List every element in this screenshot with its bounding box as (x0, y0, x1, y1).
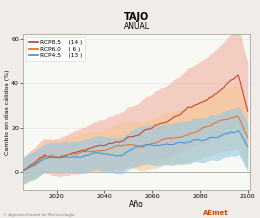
X-axis label: Año: Año (129, 201, 144, 209)
Text: AEmet: AEmet (203, 210, 229, 216)
Text: ANUAL: ANUAL (124, 22, 150, 31)
Text: © Agencia Estatal de Meteorología: © Agencia Estatal de Meteorología (3, 213, 74, 217)
Text: TAJO: TAJO (124, 12, 149, 22)
Legend: RCP8.5    (14 ), RCP6.0    ( 6 ), RCP4.5    (13 ): RCP8.5 (14 ), RCP6.0 ( 6 ), RCP4.5 (13 ) (26, 37, 85, 61)
Y-axis label: Cambio en días cálidos (%): Cambio en días cálidos (%) (4, 69, 10, 155)
